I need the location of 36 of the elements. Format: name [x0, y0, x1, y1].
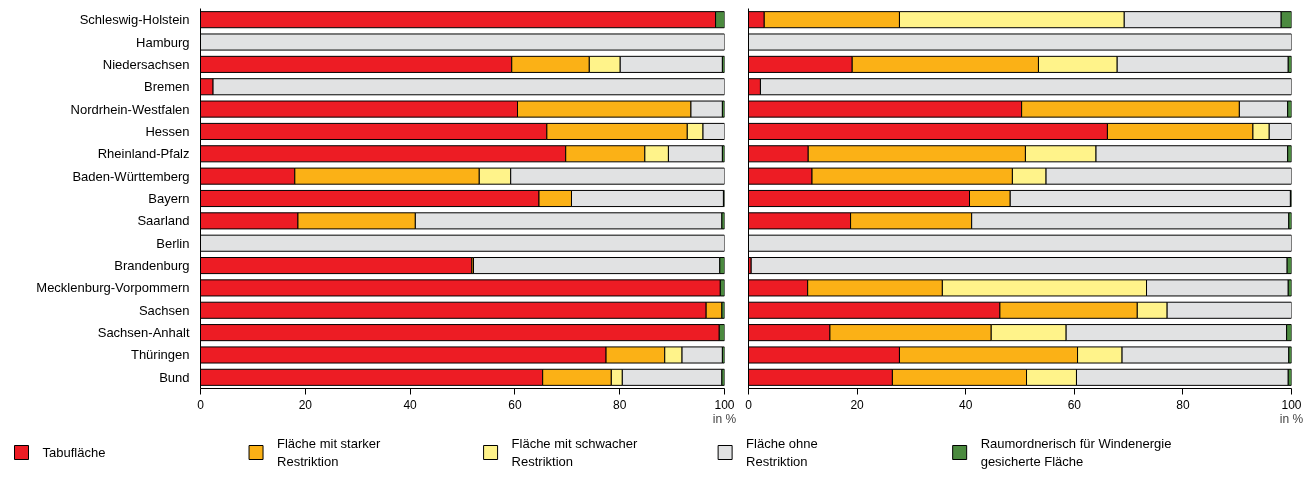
y-tick-label: Nordrhein-Westfalen — [70, 101, 190, 117]
y-tick-label: Bund — [159, 369, 190, 385]
x-tick-label: 100 — [1281, 397, 1302, 412]
y-tick-label: Saarland — [137, 213, 190, 229]
x-tick-label: 100 — [714, 397, 735, 412]
x-tick-label: 20 — [298, 397, 313, 412]
y-tick-label: Schleswig-Holstein — [79, 12, 190, 28]
legend-label: Fläche mit starker Restriktion — [277, 436, 382, 469]
x-tick-label: 0 — [745, 397, 753, 412]
y-tick-label: Niedersachsen — [102, 56, 190, 72]
legend-label: Fläche mit schwacher Restriktion — [511, 436, 638, 469]
x-tick-label: 80 — [613, 397, 627, 412]
y-tick-label: Mecklenburg-Vorpommern — [36, 280, 190, 296]
y-tick-label: Thüringen — [130, 347, 190, 363]
x-tick-label: 40 — [959, 397, 973, 412]
y-tick-label: Bremen — [143, 79, 190, 95]
legend-label: Raumordnerisch für Windenergie gesicherte Fläche — [980, 436, 1172, 469]
x-axis-title: in % — [1279, 411, 1303, 426]
legend-label: Tabufläche — [42, 445, 106, 460]
y-tick-label: Sachsen — [138, 302, 190, 318]
x-tick-label: 80 — [1176, 397, 1190, 412]
y-tick-label: Rheinland-Pfalz — [97, 146, 190, 162]
y-tick-label: Baden-Württemberg — [72, 168, 190, 184]
x-tick-label: 60 — [508, 397, 522, 412]
y-tick-label: Hamburg — [136, 34, 190, 50]
x-tick-label: 0 — [197, 397, 205, 412]
x-tick-label: 20 — [850, 397, 865, 412]
x-axis-title: in % — [712, 411, 737, 426]
y-tick-label: Sachsen-Anhalt — [97, 325, 190, 341]
legend-label: Fläche ohne Restriktion — [746, 436, 818, 469]
y-tick-label: Brandenburg — [114, 258, 190, 274]
x-tick-label: 60 — [1067, 397, 1082, 412]
x-tick-label: 40 — [403, 397, 418, 412]
y-tick-label: Berlin — [156, 235, 190, 251]
y-tick-label: Hessen — [145, 123, 190, 139]
y-tick-label: Bayern — [148, 191, 190, 206]
